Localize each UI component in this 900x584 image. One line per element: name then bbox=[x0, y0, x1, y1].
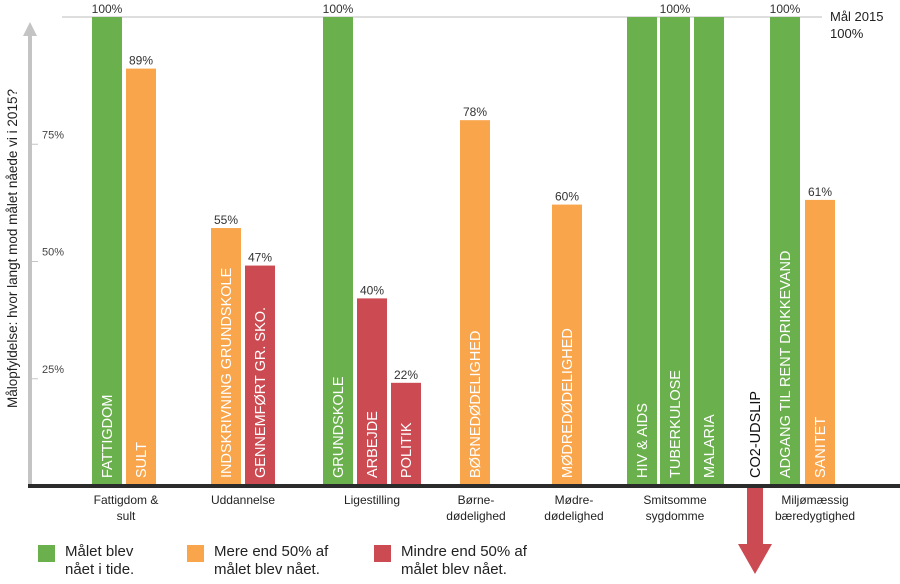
bar bbox=[211, 228, 241, 487]
legend-swatch-green bbox=[38, 545, 55, 562]
bar-name-label: SULT bbox=[134, 442, 150, 478]
bar-name-label: POLITIK bbox=[399, 422, 415, 478]
legend-swatch-orange bbox=[187, 545, 204, 562]
bar bbox=[391, 382, 421, 486]
group-label: Børne-dødelighed bbox=[446, 493, 505, 523]
bar-value-label: 22% bbox=[394, 368, 418, 382]
y-axis-arrowhead bbox=[23, 22, 37, 36]
group-label: Fattigdom & sult bbox=[94, 493, 159, 523]
bar-value-label: 55% bbox=[214, 213, 238, 227]
bar bbox=[660, 17, 690, 486]
bar bbox=[694, 17, 724, 486]
goal-label: Mål 2015 bbox=[830, 9, 883, 24]
bar-name-label: GRUNDSKOLE bbox=[331, 376, 347, 478]
bar bbox=[126, 68, 156, 486]
decline-arrow-head bbox=[738, 544, 772, 574]
bar-name-label: FATTIGDOM bbox=[100, 394, 116, 478]
bar bbox=[245, 265, 275, 486]
legend-label-green: Målet blev nået i tide. bbox=[65, 543, 135, 578]
bar-name-label: SANITET bbox=[813, 417, 829, 478]
bar bbox=[627, 17, 657, 486]
bar bbox=[552, 204, 582, 486]
bar-labels: 100% FATTIGDOM 89% SULT 55% INDSKRIVNING GRUN… bbox=[92, 2, 833, 478]
bar bbox=[92, 17, 122, 486]
legend-item-orange: Mere end 50% af målet blev nået. bbox=[187, 543, 328, 579]
bar-value-label: 100% bbox=[770, 2, 801, 16]
bar-name-label: GENNEMFØRT GR. SKO. bbox=[253, 307, 269, 478]
legend-label-red: Mindre end 50% af målet blev nået. bbox=[401, 543, 527, 578]
bar-name-label: TUBERKULOSE bbox=[668, 370, 684, 478]
bar-name-label: INDSKRIVNING GRUNDSKOLE bbox=[219, 267, 235, 478]
bar-value-label: 47% bbox=[248, 251, 272, 265]
bar bbox=[770, 17, 800, 486]
y-tick-label: 75% bbox=[42, 129, 64, 141]
bar-value-label: 100% bbox=[323, 2, 354, 16]
bar-name-label: MØDREDØDELIGHED bbox=[560, 328, 576, 478]
bar-value-label: 61% bbox=[808, 185, 832, 199]
bar bbox=[357, 298, 387, 486]
group-label: Ligestilling bbox=[344, 493, 400, 507]
y-axis-label: Målopfyldelse: hvor langt mod målet nåed… bbox=[5, 89, 20, 408]
legend-item-red: Mindre end 50% af målet blev nået. bbox=[374, 543, 527, 579]
group-label: Smitsomme sygdomme bbox=[643, 493, 707, 523]
legend-item-green: Målet blev nået i tide. bbox=[38, 543, 134, 579]
y-tick-label: 50% bbox=[42, 247, 64, 259]
bar-value-label: 40% bbox=[360, 283, 384, 297]
y-axis: 25% 50% 75% Målopfyldelse: hvor langt mod m… bbox=[5, 22, 64, 486]
bar-value-label: 100% bbox=[92, 2, 123, 16]
bar bbox=[460, 120, 490, 487]
bar-value-label: 89% bbox=[129, 54, 153, 68]
bar-name-label: HIV & AIDS bbox=[635, 403, 651, 478]
goal-value-label: 100% bbox=[830, 26, 864, 41]
bar-name-label: ADGANG TIL RENT DRIKKEVAND bbox=[778, 251, 794, 478]
bar-name-label: ARBEJDE bbox=[365, 411, 381, 478]
group-label: Mødre-dødelighed bbox=[544, 493, 603, 523]
bar bbox=[805, 199, 835, 486]
bar-name-label: BØRNEDØDELIGHED bbox=[468, 331, 484, 478]
legend-swatch-red bbox=[374, 545, 391, 562]
bar bbox=[323, 17, 353, 486]
group-label: Miljømæssig bæredygtighed bbox=[775, 493, 855, 523]
chart-grid: Mål 2015 100% bbox=[62, 9, 883, 41]
bars bbox=[92, 17, 835, 574]
bar-value-label: 78% bbox=[463, 105, 487, 119]
decline-arrow-shaft bbox=[747, 484, 763, 546]
group-label: Uddannelse bbox=[211, 493, 275, 507]
bar-name-label: CO2-UDSLIP bbox=[748, 391, 764, 478]
y-tick-label: 25% bbox=[42, 364, 64, 376]
bar-value-label: 60% bbox=[555, 190, 579, 204]
bar-name-label: MALARIA bbox=[702, 414, 718, 478]
legend-label-orange: Mere end 50% af målet blev nået. bbox=[214, 543, 329, 578]
group-labels: Fattigdom & sult Uddannelse Ligestilling Bør… bbox=[28, 484, 900, 523]
bar-value-label: 100% bbox=[660, 2, 691, 16]
